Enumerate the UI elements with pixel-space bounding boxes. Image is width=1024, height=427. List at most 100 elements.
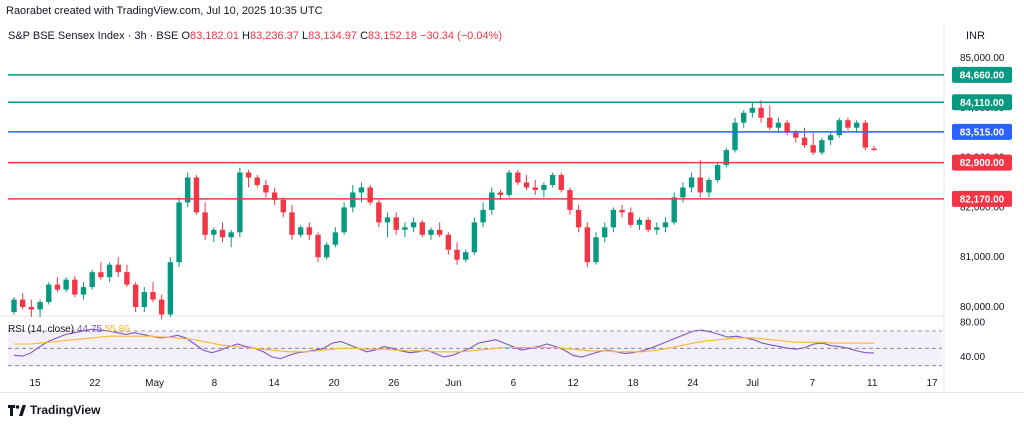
price-chart[interactable]: 85,000.0084,000.0083,000.0082,000.0081,0… bbox=[0, 0, 1024, 392]
candle-body bbox=[245, 172, 252, 178]
candle-body bbox=[410, 222, 417, 228]
rsi-title[interactable]: RSI (14, close) bbox=[8, 324, 75, 335]
candle-body bbox=[402, 227, 408, 230]
time-axis-tick-label: 11 bbox=[867, 378, 878, 389]
candle-body bbox=[324, 244, 330, 258]
candle-body bbox=[254, 177, 260, 185]
price-axis-tick-label: 82,000.00 bbox=[960, 202, 1005, 213]
candle-body bbox=[237, 172, 243, 233]
candle-body bbox=[706, 180, 712, 193]
candle-body bbox=[150, 292, 156, 300]
candle-body bbox=[176, 202, 182, 263]
candle-body bbox=[506, 172, 512, 195]
symbol-name[interactable]: S&P BSE Sensex Index · 3h · BSE bbox=[8, 30, 179, 42]
candle-body bbox=[89, 272, 95, 288]
candle-body bbox=[263, 184, 269, 193]
candle-body bbox=[775, 122, 782, 128]
candle-body bbox=[419, 222, 425, 235]
candle-body bbox=[593, 237, 599, 263]
candle-body bbox=[567, 189, 573, 210]
candle-body bbox=[384, 217, 391, 223]
chart-attribution: Raorabet created with TradingView.com, J… bbox=[6, 5, 323, 17]
candle-body bbox=[558, 175, 564, 190]
candle-body bbox=[497, 192, 504, 195]
candle-body bbox=[193, 177, 200, 213]
candle-body bbox=[480, 209, 486, 223]
candle-body bbox=[271, 192, 278, 200]
currency-label[interactable]: INR bbox=[966, 30, 985, 42]
candle-body bbox=[749, 107, 756, 113]
candle-body bbox=[219, 229, 226, 238]
close-value: 83,152.18 bbox=[368, 30, 417, 42]
candle-body bbox=[63, 279, 69, 290]
candle-body bbox=[141, 292, 147, 308]
candle-body bbox=[619, 209, 625, 213]
candle-body bbox=[688, 177, 695, 188]
open-label: O bbox=[181, 30, 191, 42]
candle-body bbox=[98, 272, 104, 278]
candle-body bbox=[671, 197, 677, 223]
candle-body bbox=[28, 307, 35, 310]
footer-divider bbox=[0, 392, 1024, 393]
candle-body bbox=[11, 299, 17, 312]
level-price-tag bbox=[952, 154, 1012, 171]
candle-body bbox=[654, 227, 660, 230]
candle-body bbox=[532, 187, 538, 190]
candle-body bbox=[428, 229, 434, 235]
candle-body bbox=[228, 232, 234, 238]
candle-body bbox=[54, 284, 61, 290]
rsi-value: 44.75 bbox=[76, 324, 102, 335]
candle-body bbox=[515, 172, 521, 183]
level-price-tag bbox=[952, 66, 1012, 83]
rsi-axis-tick-label: 80.00 bbox=[960, 317, 985, 328]
time-axis-tick-label: 8 bbox=[212, 378, 218, 389]
candle-body bbox=[784, 122, 790, 133]
symbol-legend: S&P BSE Sensex Index · 3h · BSE O83,182.… bbox=[8, 30, 502, 42]
level-price-tag bbox=[952, 94, 1012, 111]
candle-body bbox=[297, 227, 304, 235]
candle-body bbox=[549, 175, 556, 185]
time-axis-tick-label: 17 bbox=[926, 378, 938, 389]
time-axis-tick-label: 20 bbox=[328, 378, 340, 389]
level-price-tag-label: 84,660.00 bbox=[960, 70, 1005, 81]
price-axis-tick-label: 81,000.00 bbox=[960, 252, 1005, 263]
candle-body bbox=[862, 122, 869, 148]
candle-body bbox=[358, 187, 365, 193]
footer-brand[interactable]: TradingView bbox=[8, 403, 100, 417]
candle-body bbox=[332, 232, 339, 245]
time-axis-tick-label: May bbox=[145, 378, 164, 389]
candle-body bbox=[341, 207, 347, 233]
candle-body bbox=[463, 252, 469, 260]
candle-body bbox=[741, 112, 747, 123]
candle-body bbox=[115, 264, 121, 273]
candle-body bbox=[645, 219, 651, 230]
candle-body bbox=[280, 199, 286, 213]
rsi-ma-value: 55.86 bbox=[104, 324, 130, 335]
candle-body bbox=[853, 122, 860, 128]
rsi-axis-tick-label: 40.00 bbox=[960, 352, 985, 363]
candle-body bbox=[289, 212, 295, 235]
candle-body bbox=[628, 212, 634, 225]
candle-body bbox=[306, 227, 313, 235]
candle-body bbox=[46, 284, 52, 303]
open-value: 83,182.01 bbox=[190, 30, 239, 42]
candle-body bbox=[471, 222, 478, 253]
candle-body bbox=[541, 184, 547, 190]
candle-body bbox=[845, 120, 851, 128]
candle-body bbox=[132, 284, 139, 308]
candle-body bbox=[202, 212, 208, 235]
footer-brand-text: TradingView bbox=[30, 403, 101, 417]
low-value: 83,134.97 bbox=[308, 30, 358, 42]
candle-body bbox=[801, 137, 808, 146]
level-price-tag-label: 83,515.00 bbox=[960, 127, 1005, 138]
candle-body bbox=[602, 227, 608, 238]
time-axis-tick-label: 14 bbox=[269, 378, 281, 389]
time-axis-tick-label: Jun bbox=[446, 378, 462, 389]
candle-body bbox=[211, 229, 217, 235]
candle-body bbox=[758, 107, 764, 118]
time-axis-tick-label: 7 bbox=[810, 378, 816, 389]
rsi-legend: RSI (14, close) 44.75 55.86 bbox=[8, 324, 130, 335]
candle-body bbox=[185, 177, 191, 203]
candle-body bbox=[80, 287, 87, 295]
candle-body bbox=[393, 217, 399, 230]
